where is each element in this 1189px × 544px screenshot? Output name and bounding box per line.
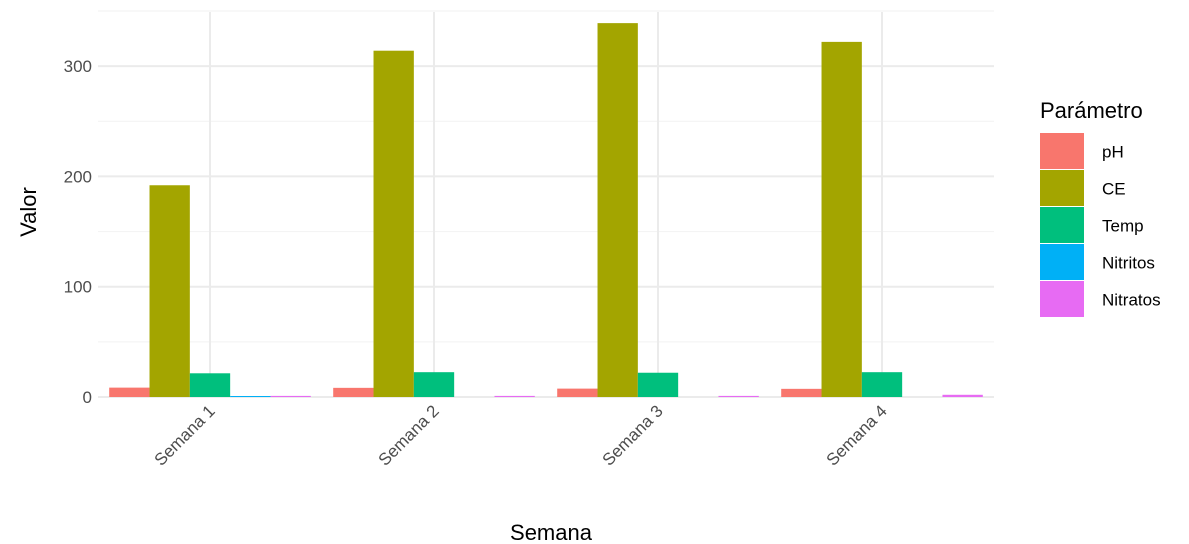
bar-nitratos-3 xyxy=(718,395,759,397)
y-axis-tick-labels: 0 100 200 300 xyxy=(64,57,92,407)
legend-label-nitratos: Nitratos xyxy=(1102,291,1161,310)
legend-key-nitratos xyxy=(1040,281,1084,317)
bar-ce-1 xyxy=(149,185,190,397)
bar-nitratos-2 xyxy=(494,395,535,397)
legend-label-ph: pH xyxy=(1102,143,1124,162)
bar-nitritos-1 xyxy=(230,396,271,397)
bar-temp-3 xyxy=(637,372,679,397)
legend-key-temp xyxy=(1040,207,1084,243)
bar-ce-2 xyxy=(373,50,414,398)
bar-ph-4 xyxy=(781,388,822,397)
bar-ce-4 xyxy=(821,41,862,397)
y-tick-label: 300 xyxy=(64,57,92,76)
bar-nitratos-1 xyxy=(270,395,311,397)
x-axis-tick-labels: Semana 1 Semana 2 Semana 3 Semana 4 xyxy=(151,401,891,469)
bar-ce-3 xyxy=(597,23,638,397)
bar-temp-4 xyxy=(861,372,903,397)
bar-temp-2 xyxy=(413,372,455,397)
bar-nitratos-4 xyxy=(942,394,983,397)
y-tick-label: 100 xyxy=(64,278,92,297)
bar-ph-2 xyxy=(333,387,374,397)
bars xyxy=(109,23,983,398)
legend-key-ce xyxy=(1040,170,1084,206)
legend-label-nitritos: Nitritos xyxy=(1102,254,1155,273)
y-tick-label: 0 xyxy=(83,388,92,407)
x-tick-label: Semana 2 xyxy=(375,401,443,469)
y-tick-label: 200 xyxy=(64,167,92,186)
legend-key-ph xyxy=(1040,133,1084,169)
legend-key-nitritos xyxy=(1040,244,1084,280)
x-axis-title: Semana xyxy=(510,520,593,544)
legend-title: Parámetro xyxy=(1040,98,1143,123)
legend: Parámetro pH CE Temp Nitritos Nitratos xyxy=(1040,98,1161,317)
x-tick-label: Semana 4 xyxy=(823,401,891,469)
x-tick-label: Semana 1 xyxy=(151,401,219,469)
legend-label-temp: Temp xyxy=(1102,217,1144,236)
legend-label-ce: CE xyxy=(1102,180,1126,199)
x-tick-label: Semana 3 xyxy=(599,401,667,469)
bar-ph-3 xyxy=(557,388,598,397)
bar-ph-1 xyxy=(109,387,150,397)
bar-temp-1 xyxy=(189,373,231,397)
y-axis-title: Valor xyxy=(16,187,41,237)
